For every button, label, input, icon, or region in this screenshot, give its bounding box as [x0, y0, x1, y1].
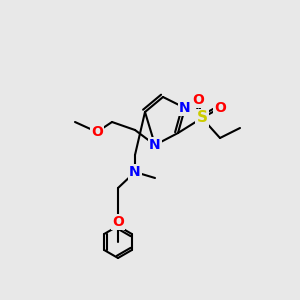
Text: O: O — [91, 125, 103, 139]
Text: N: N — [179, 101, 191, 115]
Text: O: O — [112, 215, 124, 229]
Text: O: O — [214, 101, 226, 115]
Text: S: S — [196, 110, 208, 125]
Text: N: N — [149, 138, 161, 152]
Text: O: O — [192, 93, 204, 107]
Text: N: N — [129, 165, 141, 179]
